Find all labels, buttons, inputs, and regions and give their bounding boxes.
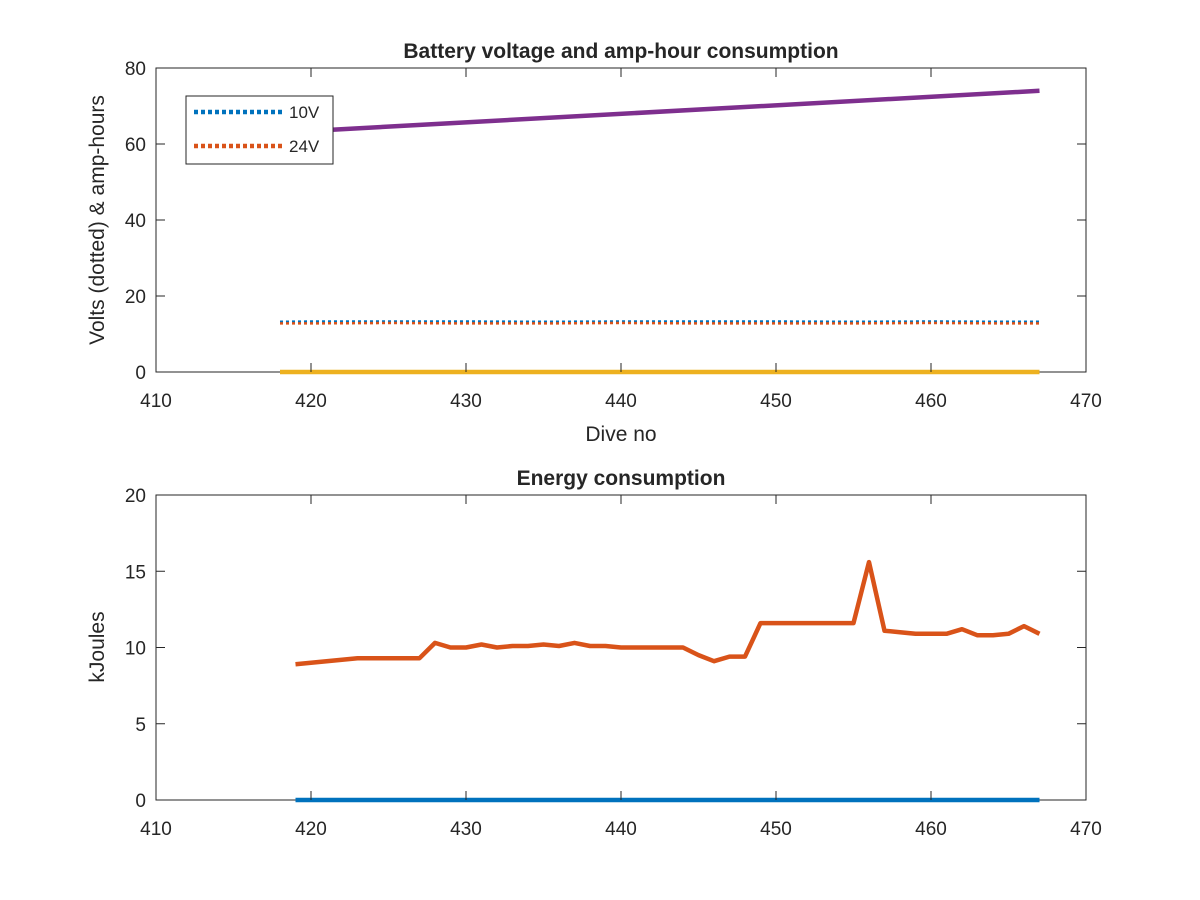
battery-plot-marks bbox=[279, 88, 1040, 375]
series-amp-hours-line bbox=[279, 88, 1040, 135]
energy-x-tick-label: 460 bbox=[915, 819, 947, 840]
energy-y-tick-label: 0 bbox=[135, 791, 146, 812]
battery-chart-title: Battery voltage and amp-hour consumption bbox=[403, 40, 838, 63]
battery-x-tick-label: 470 bbox=[1070, 391, 1102, 412]
battery-x-tick-label: 420 bbox=[295, 391, 327, 412]
energy-x-tick-label: 470 bbox=[1070, 819, 1102, 840]
battery-legend: 10V 24V bbox=[185, 95, 334, 165]
energy-y-tick-label: 10 bbox=[125, 639, 146, 660]
battery-y-axis-label: Volts (dotted) & amp-hours bbox=[86, 95, 109, 345]
battery-x-axis-label: Dive no bbox=[585, 423, 656, 446]
battery-y-tick-label: 0 bbox=[135, 363, 146, 384]
legend-label-24v: 24V bbox=[289, 137, 320, 156]
battery-y-tick-label: 80 bbox=[125, 59, 146, 80]
battery-y-tick-label: 60 bbox=[125, 135, 146, 156]
battery-x-tick-label: 430 bbox=[450, 391, 482, 412]
battery-x-tick-label: 440 bbox=[605, 391, 637, 412]
legend-box bbox=[185, 95, 334, 165]
energy-y-tick-label: 5 bbox=[135, 715, 146, 736]
energy-axis-ticks: 410 420 430 440 450 460 470 0 5 10 15 20 bbox=[125, 486, 1102, 840]
battery-x-tick-label: 460 bbox=[915, 391, 947, 412]
energy-y-tick-label: 15 bbox=[125, 562, 146, 583]
energy-y-axis-label: kJoules bbox=[86, 611, 109, 682]
energy-chart-title: Energy consumption bbox=[517, 467, 726, 490]
battery-axis-ticks: 410 420 430 440 450 460 470 0 20 40 60 80 bbox=[125, 59, 1102, 412]
battery-x-tick-label: 450 bbox=[760, 391, 792, 412]
battery-x-tick-label: 410 bbox=[140, 391, 172, 412]
battery-y-tick-label: 40 bbox=[125, 211, 146, 232]
energy-x-tick-label: 410 bbox=[140, 819, 172, 840]
energy-x-tick-label: 440 bbox=[605, 819, 637, 840]
energy-axes: Energy consumption kJoules 410 420 430 440 4… bbox=[86, 467, 1102, 840]
energy-x-tick-label: 430 bbox=[450, 819, 482, 840]
energy-plot-marks bbox=[295, 559, 1041, 803]
energy-y-tick-label: 20 bbox=[125, 486, 146, 507]
series-energy-line bbox=[295, 559, 1041, 667]
legend-label-10v: 10V bbox=[289, 103, 320, 122]
battery-voltage-axes: Battery voltage and amp-hour consumption… bbox=[86, 40, 1102, 446]
battery-y-tick-label: 20 bbox=[125, 287, 146, 308]
energy-x-tick-label: 420 bbox=[295, 819, 327, 840]
energy-x-tick-label: 450 bbox=[760, 819, 792, 840]
